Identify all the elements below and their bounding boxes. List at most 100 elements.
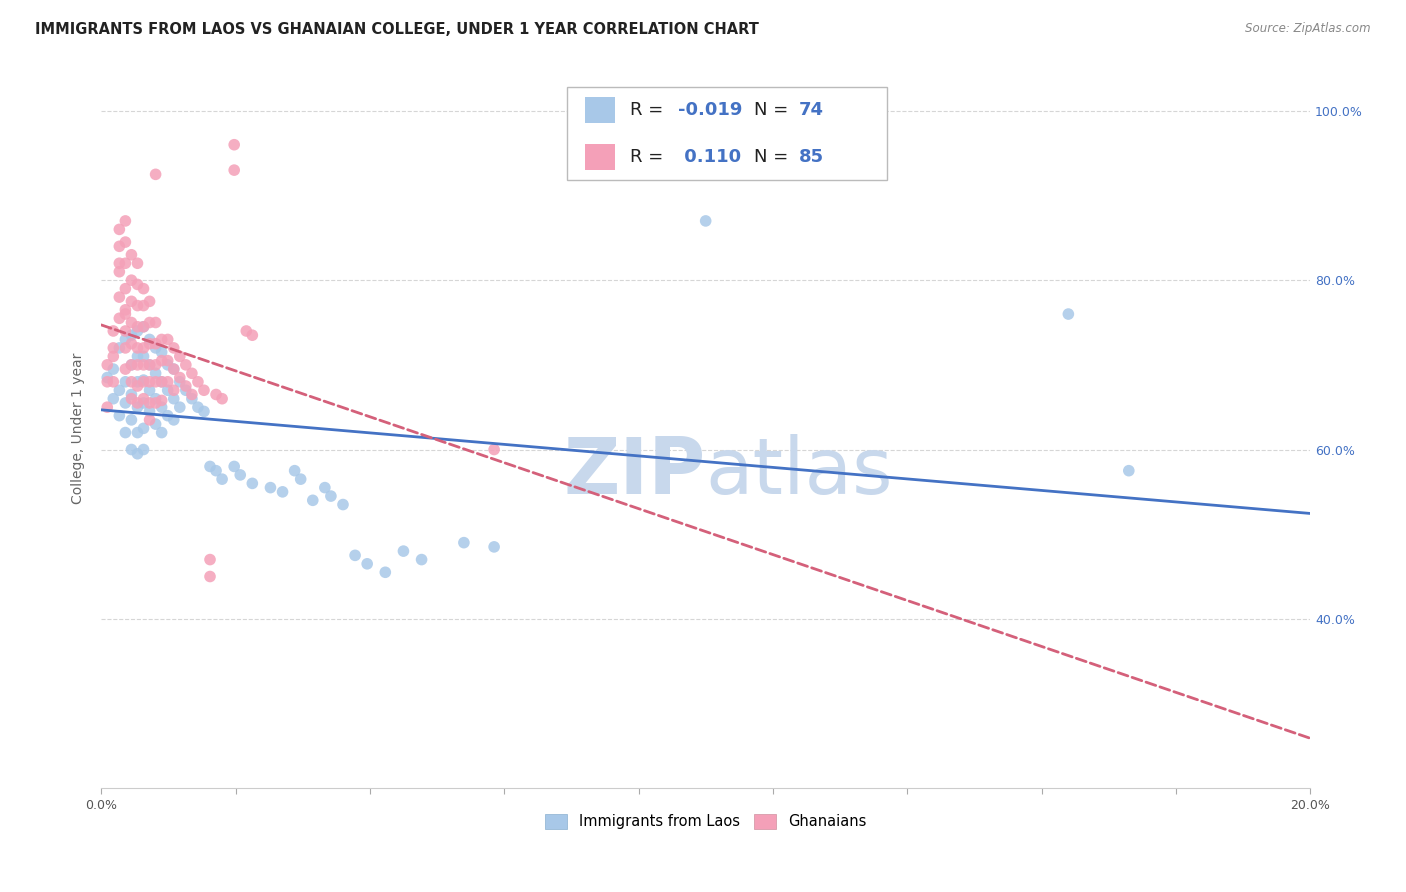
Point (127, 396, 149, 410)
Point (132, 358, 155, 372)
Point (169, 400, 191, 414)
Point (114, 302, 136, 317)
Point (114, 396, 136, 410)
Point (120, 294, 142, 309)
Point (138, 413, 160, 427)
Point (198, 552, 221, 566)
Text: 85: 85 (799, 148, 824, 166)
Point (180, 392, 202, 406)
Point (240, 476, 263, 491)
Point (108, 239, 131, 253)
Point (114, 324, 136, 338)
Point (132, 373, 155, 387)
Text: IMMIGRANTS FROM LAOS VS GHANAIAN COLLEGE, UNDER 1 YEAR CORRELATION CHART: IMMIGRANTS FROM LAOS VS GHANAIAN COLLEGE… (35, 22, 759, 37)
Point (114, 282, 136, 296)
Point (695, 214, 717, 228)
Point (1057, 307, 1080, 321)
Point (120, 387, 142, 401)
Point (138, 358, 160, 372)
Point (259, 481, 281, 495)
Point (145, 396, 167, 410)
Point (138, 375, 160, 389)
Point (198, 569, 221, 583)
Point (187, 375, 209, 389)
Point (132, 396, 155, 410)
Point (145, 167, 167, 181)
Point (150, 353, 173, 368)
Point (103, 341, 125, 355)
Point (453, 535, 475, 549)
Point (132, 282, 155, 296)
Point (180, 387, 202, 401)
Point (290, 472, 312, 486)
Point (120, 328, 142, 343)
Point (127, 299, 149, 313)
Point (187, 400, 209, 414)
Point (132, 392, 155, 406)
Point (108, 222, 131, 236)
Point (163, 362, 186, 376)
Point (211, 472, 233, 486)
Point (138, 404, 160, 418)
Point (150, 375, 173, 389)
Text: atlas: atlas (706, 434, 893, 509)
Point (120, 442, 142, 457)
Point (145, 375, 167, 389)
Point (132, 350, 155, 364)
Point (114, 425, 136, 440)
Point (150, 333, 173, 347)
Point (169, 370, 191, 384)
Point (127, 256, 149, 270)
Y-axis label: College, Under 1 year: College, Under 1 year (72, 352, 86, 504)
Point (138, 383, 160, 397)
Point (96, 370, 118, 384)
Point (132, 319, 155, 334)
Point (392, 544, 415, 558)
Point (205, 387, 228, 401)
Point (127, 341, 149, 355)
Point (301, 493, 323, 508)
Point (127, 425, 149, 440)
Point (145, 392, 167, 406)
FancyBboxPatch shape (585, 97, 614, 123)
Point (229, 467, 252, 482)
Point (224, 459, 246, 474)
Point (120, 413, 142, 427)
Point (356, 557, 378, 571)
Text: 0.110: 0.110 (678, 148, 741, 166)
Point (145, 358, 167, 372)
Point (235, 324, 257, 338)
Point (132, 442, 155, 457)
Point (156, 358, 179, 372)
Point (114, 333, 136, 347)
Point (103, 392, 125, 406)
Point (138, 316, 160, 330)
Point (114, 341, 136, 355)
Point (150, 425, 173, 440)
Point (205, 464, 228, 478)
Text: R =: R = (630, 148, 668, 166)
Point (132, 421, 155, 435)
Legend: Immigrants from Laos, Ghanaians: Immigrants from Laos, Ghanaians (540, 808, 872, 835)
Point (174, 383, 197, 397)
Point (163, 413, 186, 427)
Text: -0.019: -0.019 (678, 101, 742, 119)
Point (314, 481, 336, 495)
Point (127, 379, 149, 393)
Point (132, 319, 155, 334)
Point (163, 341, 186, 355)
Point (482, 442, 505, 457)
Point (271, 484, 294, 499)
Point (240, 328, 263, 343)
Point (96, 400, 118, 414)
Point (156, 333, 179, 347)
Point (150, 375, 173, 389)
FancyBboxPatch shape (585, 144, 614, 169)
Point (174, 379, 197, 393)
Point (156, 375, 179, 389)
Point (120, 358, 142, 372)
Point (120, 375, 142, 389)
Point (174, 358, 197, 372)
Point (169, 350, 191, 364)
Point (374, 566, 396, 580)
